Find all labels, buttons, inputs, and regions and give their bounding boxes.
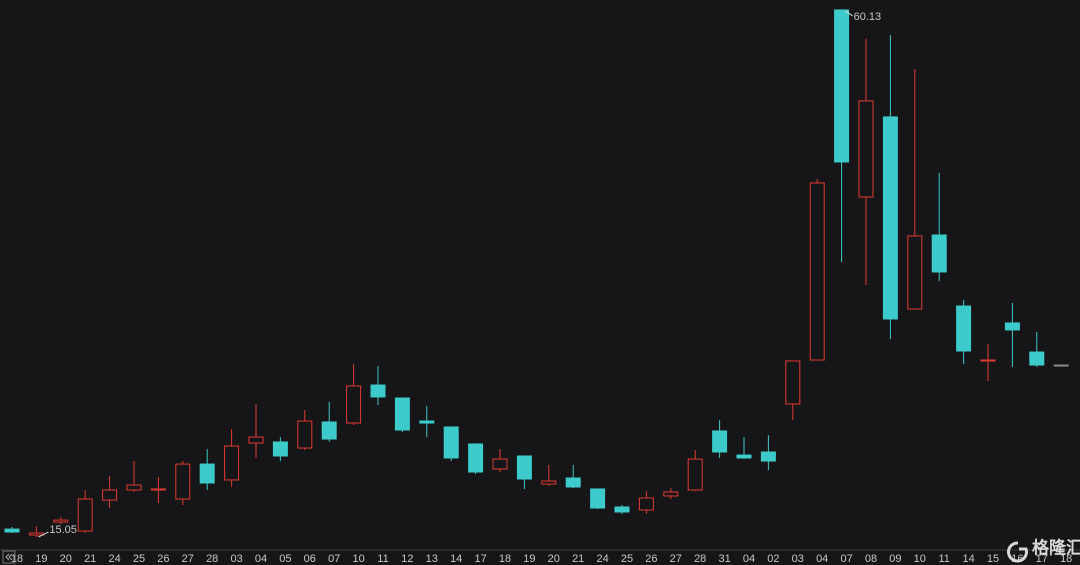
- candle-body: [297, 420, 313, 449]
- candle-body: [346, 385, 362, 424]
- candle-body: [1053, 364, 1069, 367]
- candle-body: [614, 506, 630, 513]
- x-tick-label: 07: [328, 553, 340, 565]
- x-tick-label: 02: [767, 553, 779, 565]
- x-tick-label: 26: [645, 553, 657, 565]
- candle-body: [102, 489, 118, 501]
- x-tick-label: 26: [157, 553, 169, 565]
- x-tick-label: 06: [304, 553, 316, 565]
- x-tick-label: 14: [450, 553, 462, 565]
- x-tick-label: 04: [255, 553, 267, 565]
- candle-body: [858, 100, 874, 198]
- x-tick-label: 04: [743, 553, 755, 565]
- candle-body: [590, 488, 606, 509]
- candle-body: [931, 234, 947, 273]
- candle-body: [224, 445, 240, 481]
- candle-body: [1004, 322, 1020, 331]
- candle-body: [882, 116, 898, 320]
- x-tick-label: 19: [523, 553, 535, 565]
- candle-body: [199, 463, 215, 484]
- x-tick-label: 25: [621, 553, 633, 565]
- x-tick-label: 25: [133, 553, 145, 565]
- x-tick-label: 09: [889, 553, 901, 565]
- x-tick-label: 27: [182, 553, 194, 565]
- x-tick-label: 21: [572, 553, 584, 565]
- candle-body: [736, 454, 752, 459]
- x-tick-label: 31: [718, 553, 730, 565]
- watermark-text: 格隆汇: [1032, 537, 1080, 557]
- candle-body: [4, 528, 20, 533]
- candle-body: [541, 480, 557, 485]
- candle-body: [760, 451, 776, 462]
- candle-body: [492, 458, 508, 470]
- low-label: 15.05: [49, 524, 77, 536]
- candle-body: [77, 498, 93, 532]
- x-tick-label: 05: [279, 553, 291, 565]
- candle-body: [394, 397, 410, 431]
- candle-body: [1029, 351, 1045, 366]
- candle-body: [565, 477, 581, 488]
- x-tick-label: 03: [792, 553, 804, 565]
- x-tick-label: 15: [987, 553, 999, 565]
- candle-body: [272, 441, 288, 457]
- candle-body: [248, 436, 264, 444]
- x-tick-label: 10: [352, 553, 364, 565]
- x-tick-label: 04: [816, 553, 828, 565]
- candle-body: [638, 497, 654, 511]
- x-tick-label: 28: [694, 553, 706, 565]
- scroll-button[interactable]: [2, 550, 16, 564]
- watermark-icon: [1007, 541, 1028, 563]
- candle-body: [175, 463, 191, 500]
- x-tick-label: 10: [914, 553, 926, 565]
- candle-body: [126, 484, 142, 491]
- candle-body: [956, 305, 972, 352]
- candle-body: [419, 420, 435, 424]
- x-tick-label: 18: [499, 553, 511, 565]
- x-tick-label: 17: [1036, 553, 1048, 565]
- candle-body: [443, 426, 459, 459]
- x-tick-label: 20: [60, 553, 72, 565]
- x-tick-label: 28: [206, 553, 218, 565]
- x-tick-label: 07: [840, 553, 852, 565]
- x-tick-label: 03: [230, 553, 242, 565]
- candle-body: [785, 360, 801, 405]
- candle-body: [28, 532, 44, 536]
- candle-body: [321, 421, 337, 440]
- high-pointer: [845, 10, 853, 17]
- candle-body: [53, 519, 69, 523]
- candle-body: [907, 235, 923, 310]
- x-tick-label: 24: [108, 553, 120, 565]
- candle-body: [809, 182, 825, 361]
- x-tick-label: 17: [474, 553, 486, 565]
- candle-body: [150, 488, 166, 491]
- x-tick-label: 21: [84, 553, 96, 565]
- x-tick-label: 27: [670, 553, 682, 565]
- x-tick-label: 13: [426, 553, 438, 565]
- x-tick-label: 18: [1060, 553, 1072, 565]
- x-tick-label: 14: [962, 553, 974, 565]
- candle-body: [712, 430, 728, 453]
- x-tick-label: 20: [548, 553, 560, 565]
- x-tick-label: 08: [865, 553, 877, 565]
- low-pointer: [38, 531, 49, 538]
- scroll-button-box[interactable]: [2, 550, 16, 564]
- candle-body: [370, 384, 386, 398]
- x-tick-label: 11: [938, 553, 949, 565]
- x-tick-label: 11: [377, 553, 388, 565]
- candle-body: [468, 443, 484, 473]
- candle-body: [516, 455, 532, 480]
- high-label: 60.13: [854, 11, 882, 23]
- watermark-logo: 格隆汇: [1007, 537, 1080, 563]
- x-tick-label: 12: [401, 553, 413, 565]
- candle-body: [687, 458, 703, 491]
- candle-body: [834, 9, 850, 163]
- x-tick-label: 19: [35, 553, 47, 565]
- x-tick-label: 18: [11, 553, 23, 565]
- candle-body: [663, 491, 679, 497]
- x-tick-label: 24: [596, 553, 608, 565]
- candle-body: [980, 359, 996, 362]
- scroll-button-icon[interactable]: [5, 553, 13, 561]
